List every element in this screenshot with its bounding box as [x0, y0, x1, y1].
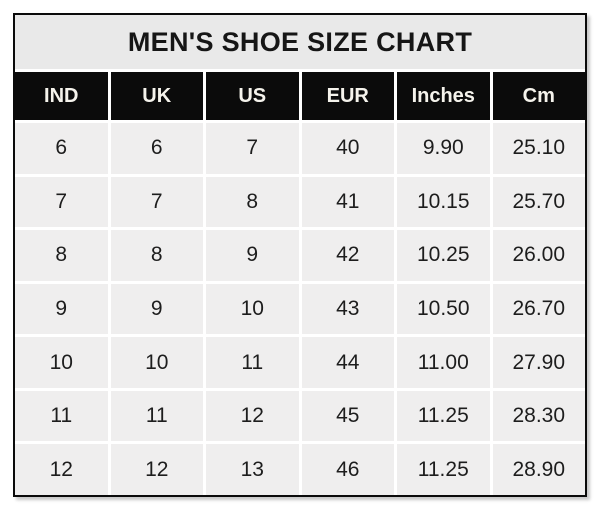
cell-r2-us: 8 [206, 176, 299, 228]
cell-r4-eur: 43 [301, 283, 394, 335]
cell-r6-us: 12 [206, 390, 299, 442]
cell-r7-uk: 12 [110, 444, 203, 495]
cell-r2-eur: 41 [301, 176, 394, 228]
cell-r4-ind: 9 [15, 283, 108, 335]
shoe-size-chart-table: MEN'S SHOE SIZE CHART IND UK US EUR Inches Cm… [13, 13, 587, 497]
cell-r2-cm: 25.70 [492, 176, 585, 228]
column-header-us: US [206, 72, 299, 120]
cell-r3-uk: 8 [110, 230, 203, 281]
cell-r3-cm: 26.00 [492, 230, 585, 281]
cell-r7-us: 13 [206, 444, 299, 495]
cell-r2-uk: 7 [110, 176, 203, 228]
cell-r7-cm: 28.90 [492, 444, 585, 495]
column-header-ind: IND [15, 72, 108, 120]
cell-r6-uk: 11 [110, 390, 203, 442]
cell-r1-inches: 9.90 [397, 123, 490, 174]
cell-r5-cm: 27.90 [492, 337, 585, 388]
cell-r6-ind: 11 [15, 390, 108, 442]
column-header-cm: Cm [492, 72, 585, 120]
cell-r2-inches: 10.15 [397, 176, 490, 228]
cell-r6-cm: 28.30 [492, 390, 585, 442]
cell-r1-ind: 6 [15, 123, 108, 174]
cell-r3-inches: 10.25 [397, 230, 490, 281]
cell-r7-inches: 11.25 [397, 444, 490, 495]
cell-r1-cm: 25.10 [492, 123, 585, 174]
cell-r1-uk: 6 [110, 123, 203, 174]
chart-title: MEN'S SHOE SIZE CHART [15, 15, 585, 69]
cell-r7-ind: 12 [15, 444, 108, 495]
cell-r5-eur: 44 [301, 337, 394, 388]
cell-r4-cm: 26.70 [492, 283, 585, 335]
cell-r5-uk: 10 [110, 337, 203, 388]
cell-r3-ind: 8 [15, 230, 108, 281]
cell-r1-us: 7 [206, 123, 299, 174]
cell-r3-eur: 42 [301, 230, 394, 281]
cell-r3-us: 9 [206, 230, 299, 281]
cell-r6-eur: 45 [301, 390, 394, 442]
cell-r1-eur: 40 [301, 123, 394, 174]
column-header-inches: Inches [397, 72, 490, 120]
cell-r4-us: 10 [206, 283, 299, 335]
cell-r7-eur: 46 [301, 444, 394, 495]
cell-r5-inches: 11.00 [397, 337, 490, 388]
column-header-uk: UK [110, 72, 203, 120]
cell-r5-us: 11 [206, 337, 299, 388]
cell-r4-uk: 9 [110, 283, 203, 335]
column-header-eur: EUR [301, 72, 394, 120]
cell-r5-ind: 10 [15, 337, 108, 388]
cell-r6-inches: 11.25 [397, 390, 490, 442]
cell-r2-ind: 7 [15, 176, 108, 228]
cell-r4-inches: 10.50 [397, 283, 490, 335]
